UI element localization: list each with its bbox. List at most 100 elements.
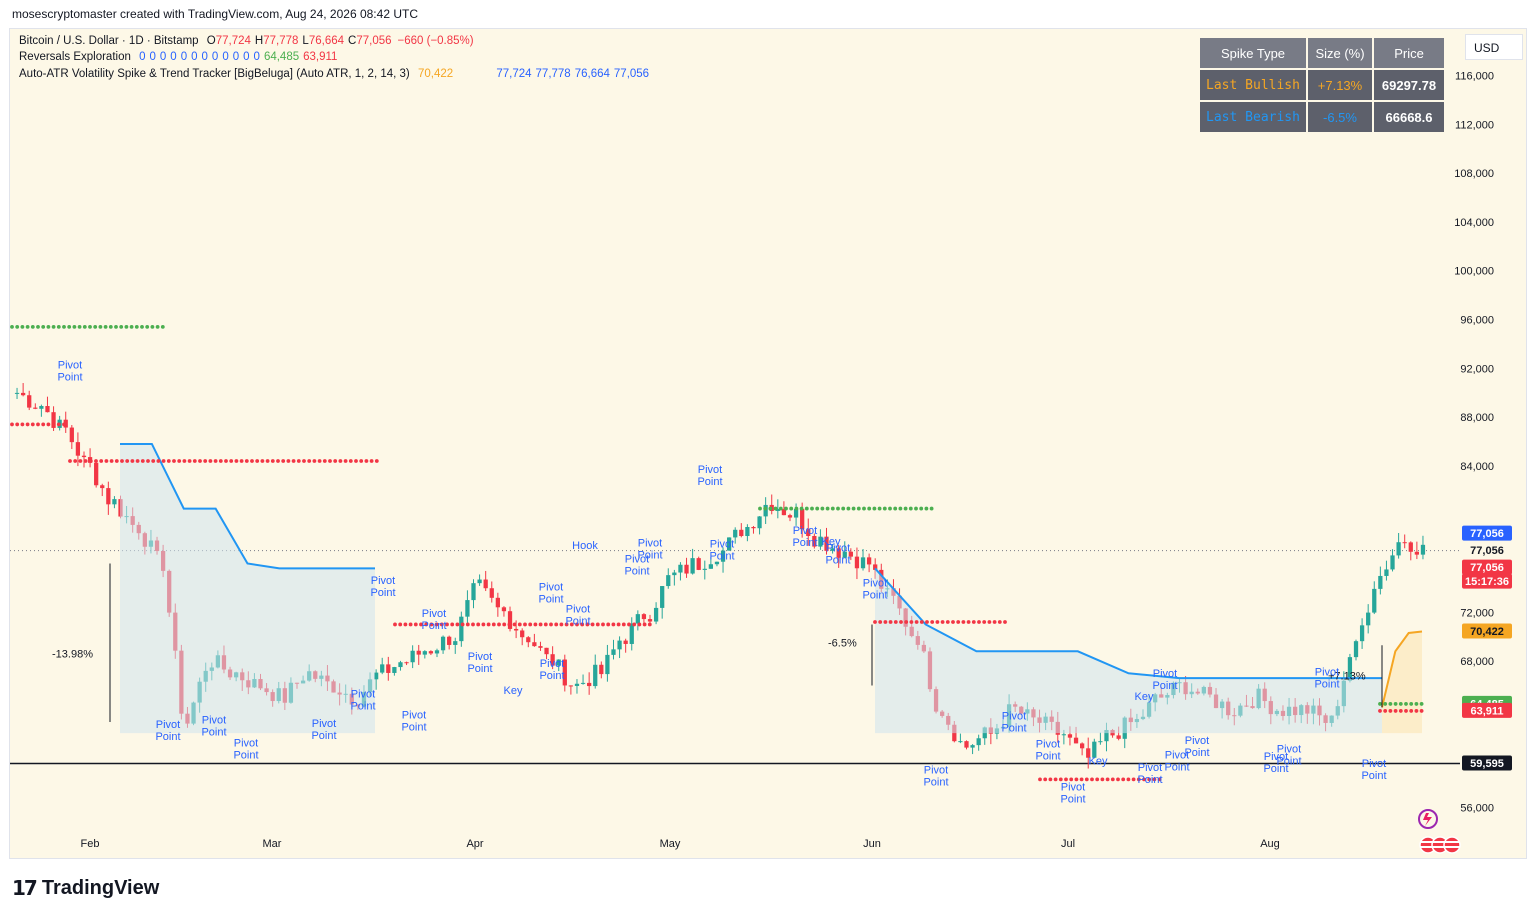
candle-body[interactable]	[702, 568, 707, 570]
candle-body[interactable]	[447, 636, 452, 645]
candle-body[interactable]	[1414, 551, 1420, 555]
spark-icon[interactable]	[1418, 809, 1438, 829]
candle-body[interactable]	[976, 738, 981, 746]
candle-body[interactable]	[812, 536, 817, 547]
candle-body[interactable]	[1073, 737, 1079, 744]
candle-body[interactable]	[970, 745, 975, 748]
candle-body[interactable]	[556, 659, 561, 666]
candle-body[interactable]	[684, 564, 689, 574]
candle-body[interactable]	[1366, 612, 1371, 626]
candle-body[interactable]	[745, 526, 750, 537]
candle-body[interactable]	[587, 682, 592, 687]
candle-body[interactable]	[605, 654, 610, 675]
candle-body[interactable]	[757, 516, 762, 529]
candle-body[interactable]	[842, 551, 847, 558]
candle-body[interactable]	[873, 564, 878, 570]
candle-body[interactable]	[398, 662, 403, 668]
candle-body[interactable]	[75, 442, 81, 456]
candle-body[interactable]	[1347, 657, 1353, 681]
candle-body[interactable]	[416, 650, 421, 655]
candle-body[interactable]	[27, 395, 32, 408]
candle-body[interactable]	[453, 641, 458, 645]
candle-body[interactable]	[380, 664, 385, 673]
candle-body[interactable]	[860, 557, 866, 569]
candle-body[interactable]	[763, 504, 768, 517]
candle-body[interactable]	[629, 623, 634, 644]
candle-body[interactable]	[787, 515, 793, 518]
candle-body[interactable]	[440, 636, 446, 651]
candle-body[interactable]	[1384, 569, 1389, 576]
candle-body[interactable]	[739, 529, 744, 537]
candle-body[interactable]	[489, 588, 494, 598]
candle-body[interactable]	[459, 616, 464, 642]
candle-body[interactable]	[793, 509, 799, 518]
candle-body[interactable]	[422, 651, 427, 655]
candle-body[interactable]	[672, 572, 677, 576]
candle-body[interactable]	[51, 412, 56, 428]
currency-selector[interactable]: USD	[1465, 34, 1523, 60]
candle-body[interactable]	[653, 607, 659, 622]
candle-body[interactable]	[726, 537, 732, 551]
candle-body[interactable]	[404, 662, 409, 664]
candle-body[interactable]	[660, 586, 665, 608]
candle-body[interactable]	[1353, 641, 1359, 658]
candle-body[interactable]	[550, 654, 555, 666]
candle-body[interactable]	[848, 551, 853, 557]
candle-body[interactable]	[20, 392, 26, 396]
candle-body[interactable]	[1098, 741, 1103, 743]
candle-body[interactable]	[958, 741, 963, 743]
candle-body[interactable]	[824, 536, 829, 551]
candle-body[interactable]	[69, 427, 74, 443]
candle-body[interactable]	[526, 637, 531, 643]
candle-body[interactable]	[465, 600, 470, 617]
candle-body[interactable]	[1092, 741, 1097, 758]
candle-body[interactable]	[866, 557, 872, 565]
candle-body[interactable]	[964, 741, 969, 748]
candle-body[interactable]	[14, 392, 20, 394]
candle-body[interactable]	[666, 575, 671, 587]
candle-body[interactable]	[623, 640, 628, 644]
candle-body[interactable]	[410, 650, 415, 663]
candle-body[interactable]	[39, 406, 44, 409]
candle-body[interactable]	[854, 556, 860, 569]
candle-body[interactable]	[1067, 734, 1073, 738]
chart-area[interactable]: 116,000 112,000 108,000 104,000 100,000 96,00…	[9, 28, 1527, 859]
candle-body[interactable]	[617, 640, 622, 650]
candle-body[interactable]	[477, 579, 482, 584]
candle-body[interactable]	[580, 682, 586, 684]
candle-body[interactable]	[501, 607, 507, 612]
candle-body[interactable]	[520, 630, 525, 638]
candle-body[interactable]	[495, 597, 500, 608]
candle-body[interactable]	[562, 659, 567, 686]
candle-body[interactable]	[818, 536, 823, 547]
candle-body[interactable]	[574, 683, 580, 686]
candle-body[interactable]	[471, 583, 476, 601]
chart-flags[interactable]	[1414, 807, 1470, 864]
candle-body[interactable]	[800, 509, 805, 530]
candle-body[interactable]	[720, 550, 726, 562]
candle-body[interactable]	[532, 642, 537, 647]
price-chart[interactable]: 116,000 112,000 108,000 104,000 100,000 96,00…	[10, 29, 1526, 858]
candle-body[interactable]	[1359, 625, 1365, 642]
candle-body[interactable]	[751, 526, 756, 529]
candle-body[interactable]	[806, 529, 811, 537]
candle-body[interactable]	[1061, 734, 1067, 736]
candle-body[interactable]	[1086, 748, 1091, 758]
candle-body[interactable]	[392, 667, 397, 673]
candle-body[interactable]	[45, 406, 50, 413]
reversals-legend[interactable]: Reversals Exploration 0 0 0 0 0 0 0 0 0 0 0 0 64,485…	[19, 51, 346, 63]
candle-body[interactable]	[714, 561, 720, 565]
candle-body[interactable]	[690, 558, 695, 574]
candle-body[interactable]	[94, 462, 99, 486]
candle-body[interactable]	[112, 499, 117, 505]
candle-body[interactable]	[647, 619, 653, 622]
candle-body[interactable]	[733, 529, 738, 538]
candle-body[interactable]	[830, 548, 835, 551]
candle-body[interactable]	[635, 614, 640, 624]
candle-body[interactable]	[1408, 542, 1413, 552]
candle-body[interactable]	[781, 508, 787, 516]
candle-body[interactable]	[100, 485, 105, 489]
candle-body[interactable]	[513, 628, 519, 631]
candle-body[interactable]	[1104, 730, 1109, 742]
candle-body[interactable]	[1378, 575, 1383, 589]
